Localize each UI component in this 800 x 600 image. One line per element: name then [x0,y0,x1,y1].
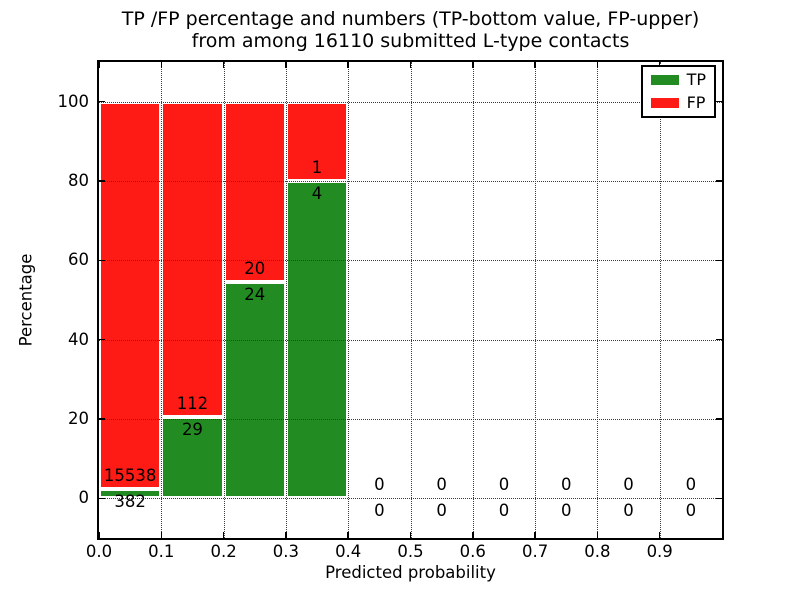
y-tick-right [716,100,722,103]
tp-count-label: 0 [561,501,572,521]
x-tick-top [409,62,412,68]
x-tick-bottom [534,532,536,538]
x-tick-bottom [160,532,163,538]
tp-count-label: 24 [244,284,266,304]
x-tick-bottom [658,532,661,538]
fp-count-label: 0 [436,475,447,495]
legend: TP FP [640,65,716,118]
x-tick-top [160,62,163,68]
y-tick-label: 40 [68,329,89,349]
fp-count-label: 0 [374,475,385,495]
fp-count-label: 20 [244,258,266,278]
y-tick-left [99,418,105,420]
x-tick-label: 0.5 [397,542,424,561]
x-tick-bottom [596,532,599,538]
chart-title: TP /FP percentage and numbers (TP-bottom… [99,8,722,52]
x-tick-bottom [222,532,225,538]
tp-count-label: 4 [311,183,323,203]
x-tick-label: 0.4 [335,542,362,561]
y-tick-label: 80 [68,170,89,190]
bar-segment-tp [99,488,162,499]
tp-count-label: 0 [498,501,510,521]
x-tick-label: 0.7 [521,542,549,561]
x-tick-label: 0.1 [148,542,175,561]
fp-count-label: 0 [685,475,697,495]
x-tick-bottom [472,532,474,538]
x-tick-label: 0.3 [272,542,300,561]
y-tick-right [716,338,722,341]
tp-count-label: 382 [114,491,146,511]
bar-segment-fp [99,101,162,489]
tp-count-label: 0 [374,501,385,521]
x-tick-label: 0.9 [646,542,673,561]
x-tick-bottom [409,532,412,538]
gridline-vertical [472,62,474,538]
bar-segment-fp [161,101,224,417]
y-tick-label: 20 [68,408,89,428]
gridline-vertical [223,62,225,538]
tp-count-label: 0 [436,501,447,521]
bar-segment-tp [223,282,286,499]
x-tick-bottom [285,532,287,538]
x-tick-top [596,62,599,68]
y-tick-right [716,259,722,262]
y-tick-left [99,100,105,103]
tp-count-label: 0 [685,501,697,521]
fp-legend-swatch [650,98,679,108]
gridline-vertical [410,62,412,538]
tp-count-label: 0 [623,501,634,521]
tp-legend-label: TP [686,70,706,89]
y-tick-left [99,497,105,500]
fp-count-label: 0 [561,475,572,495]
y-tick-right [716,497,722,500]
y-tick-label: 0 [78,488,90,508]
x-axis-label: Predicted probability [325,563,496,582]
chart-title-line1: TP /FP percentage and numbers (TP-bottom… [121,8,700,30]
x-tick-top [222,62,225,68]
x-tick-top [98,62,100,68]
x-tick-label: 0.2 [210,542,237,561]
x-tick-top [285,62,287,68]
fp-count-label: 112 [176,393,209,413]
bar-segment-tp [161,416,224,499]
x-tick-bottom [347,532,349,538]
x-tick-label: 0.8 [584,542,611,561]
y-tick-left [99,180,105,182]
x-tick-label: 0.0 [85,542,113,561]
bar-segment-fp [285,101,349,181]
gridline-vertical [597,62,599,538]
gridline-vertical [535,62,537,538]
chart-title-line2: from among 16110 submitted L-type contac… [191,30,630,52]
gridline-vertical [161,62,163,538]
fp-legend-label: FP [686,93,706,112]
y-tick-right [716,180,722,182]
legend-item-fp: FP [650,93,706,112]
gridline-vertical [285,62,287,538]
bar-segment-fp [223,101,286,283]
tp-legend-swatch [650,75,679,85]
x-tick-top [472,62,474,68]
x-tick-label: 0.6 [459,542,486,561]
y-tick-label: 60 [68,250,89,270]
y-tick-left [99,259,105,262]
fp-count-label: 0 [498,475,510,495]
x-tick-top [534,62,536,68]
x-tick-bottom [98,532,100,538]
y-tick-right [716,418,722,420]
fp-count-label: 15538 [103,465,157,485]
fp-count-label: 1 [311,157,323,177]
x-tick-top [347,62,349,68]
y-tick-label: 100 [57,91,90,111]
plot-area: TP FP 0 20 40 60 80 100 0.0 0.1 0.2 0.3 0.4 0.5 0.6 0… [58,60,724,560]
y-tick-left [99,338,105,341]
tp-count-label: 29 [181,419,203,439]
fp-count-label: 0 [623,475,634,495]
gridline-vertical [348,62,350,538]
gridline-vertical [659,62,661,538]
y-axis-label: Percentage [16,253,36,347]
legend-item-tp: TP [650,70,706,89]
